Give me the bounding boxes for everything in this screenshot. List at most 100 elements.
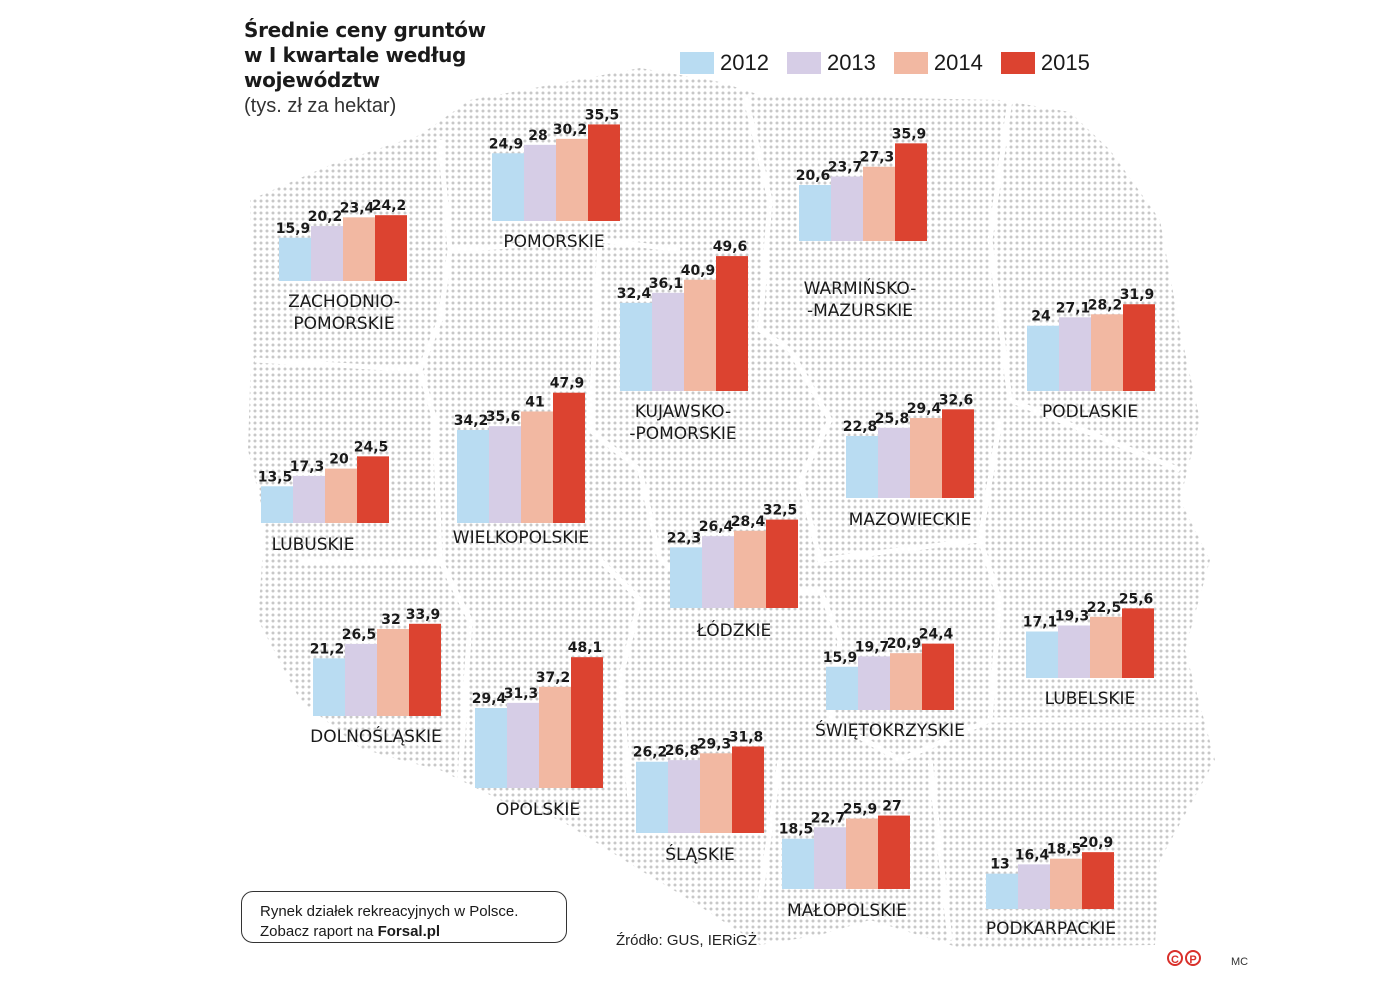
region-8-name-line-0: ŁÓDZKIE: [696, 619, 772, 641]
region-15-value-2015: 20,9: [1079, 835, 1114, 851]
legend-swatch-2015: [1000, 52, 1035, 74]
promo-line-1: Rynek działek rekreacyjnych w Polsce.: [260, 903, 519, 920]
region-7-name-line-0: MAZOWIECKIE: [849, 510, 972, 530]
legend-item-2014: 2014: [893, 50, 983, 76]
logo-p-icon: P: [1185, 950, 1201, 966]
region-13-bar-2013: [668, 760, 700, 833]
chart-title: Średnie ceny gruntów w I kwartale według…: [244, 18, 486, 119]
region-0-value-2014: 23,4: [340, 200, 375, 216]
region-3-bar-2013: [652, 292, 684, 391]
region-0-value-2015: 24,2: [372, 198, 407, 214]
chart-subtitle: (tys. zł za hektar): [244, 95, 397, 117]
region-6-name-line-0: LUBUSKIE: [272, 535, 355, 555]
title-line-3: województw: [244, 68, 380, 92]
region-11-value-2014: 22,5: [1087, 600, 1122, 616]
region-5-bar-2014: [521, 411, 553, 523]
region-6-bar-2013: [293, 475, 325, 523]
region-2-value-2015: 35,9: [892, 126, 927, 142]
region-13-bar-2014: [700, 753, 732, 833]
region-7-value-2015: 32,6: [939, 392, 974, 408]
region-6-bar-2014: [325, 468, 357, 523]
region-2-bar-2015: [895, 143, 927, 241]
region-10-bar-2015: [571, 657, 603, 788]
region-1-value-2015: 35,5: [585, 107, 620, 123]
region-9-value-2015: 33,9: [406, 607, 441, 623]
forsal-link[interactable]: Forsal.pl: [377, 923, 441, 940]
region-11-name-line-0: LUBELSKIE: [1045, 689, 1136, 709]
region-5-value-2012: 34,2: [454, 413, 489, 429]
region-15-bar-2014: [1050, 858, 1082, 909]
region-12-value-2012: 15,9: [823, 650, 858, 666]
region-1-bar-2012: [492, 153, 524, 221]
region-6-value-2014: 20: [329, 452, 349, 468]
region-9-value-2014: 32: [381, 612, 400, 628]
region-11-bar-2014: [1090, 616, 1122, 678]
region-14-value-2012: 18,5: [779, 822, 814, 838]
region-5-value-2014: 41: [525, 394, 544, 410]
region-14-value-2013: 22,7: [811, 810, 846, 826]
promo-prefix: Zobacz raport na: [260, 923, 378, 940]
region-4-bar-2015: [1123, 304, 1155, 391]
legend-item-2015: 2015: [1000, 50, 1090, 76]
promo-box[interactable]: Rynek działek rekreacyjnych w Polsce. Zo…: [241, 891, 567, 943]
region-10-value-2012: 29,4: [472, 691, 507, 707]
region-10-name-line-0: OPOLSKIE: [496, 800, 580, 820]
region-1-name-line-0: POMORSKIE: [503, 232, 604, 252]
region-12-bar-2015: [922, 643, 954, 710]
region-9-bar-2015: [409, 623, 441, 716]
region-5-value-2015: 47,9: [550, 376, 585, 392]
region-11-value-2012: 17,1: [1023, 614, 1058, 630]
region-2-bar-2012: [799, 184, 831, 241]
region-4-name-line-0: PODLASKIE: [1042, 402, 1138, 422]
region-0-name-line-0: ZACHODNIO-: [288, 292, 400, 312]
region-6-bar-2012: [261, 486, 293, 523]
region-5-name-line-0: WIELKOPOLSKIE: [453, 528, 589, 548]
region-9-value-2013: 26,5: [342, 627, 377, 643]
region-13-value-2013: 26,8: [665, 743, 700, 759]
region-8-value-2014: 28,4: [731, 514, 766, 530]
region-12-bar-2013: [858, 656, 890, 710]
region-4-value-2013: 27,1: [1056, 300, 1091, 316]
legend-item-2013: 2013: [786, 50, 876, 76]
region-2-bar-2014: [863, 166, 895, 241]
region-1-value-2014: 30,2: [553, 122, 588, 138]
bars-layer: 15,9 20,223,424,2 ZACHODNIO- POMORSKIE 24,9 2…: [258, 107, 1155, 939]
region-4-bar-2012: [1027, 325, 1059, 391]
region-4-bar-2014: [1091, 314, 1123, 391]
region-9-bar-2012: [313, 658, 345, 716]
source-note: Źródło: GUS, IERiGŻ: [616, 932, 757, 949]
region-15-bar-2015: [1082, 852, 1114, 909]
region-4-bar-2013: [1059, 317, 1091, 391]
region-15-bar-2013: [1018, 864, 1050, 909]
region-5-value-2013: 35,6: [486, 409, 521, 425]
region-4-value-2014: 28,2: [1088, 297, 1123, 313]
legend-swatch-2014: [893, 52, 928, 74]
region-15-bar-2012: [986, 873, 1018, 909]
region-7-bar-2012: [846, 435, 878, 498]
region-8-value-2015: 32,5: [763, 503, 798, 519]
region-12-name-line-0: ŚWIĘTOKRZYSKIE: [815, 719, 965, 741]
region-0-bar-2014: [343, 217, 375, 281]
region-9-name-line-0: DOLNOŚLĄSKIE: [310, 725, 442, 747]
region-8-bar-2012: [670, 547, 702, 608]
region-12-bar-2014: [890, 653, 922, 710]
region-6-bar-2015: [357, 456, 389, 523]
region-8-bar-2013: [702, 536, 734, 608]
region-14-value-2014: 25,9: [843, 802, 878, 818]
region-1-bar-2013: [524, 144, 556, 221]
region-10-value-2013: 31,3: [504, 686, 539, 702]
region-3-value-2015: 49,6: [713, 239, 748, 255]
region-0-value-2013: 20,2: [308, 209, 343, 225]
logo-c-icon: C: [1167, 950, 1183, 966]
region-15-name-line-0: PODKARPACKIE: [986, 919, 1116, 939]
region-8-bar-2014: [734, 530, 766, 608]
region-3-bar-2012: [620, 302, 652, 391]
region-1-bar-2015: [588, 124, 620, 221]
region-0-bar-2012: [279, 237, 311, 281]
region-10-bar-2014: [539, 686, 571, 788]
region-2-value-2014: 27,3: [860, 150, 895, 166]
region-11-bar-2012: [1026, 631, 1058, 678]
region-1-value-2012: 24,9: [489, 136, 524, 152]
region-2-value-2012: 20,6: [796, 168, 831, 184]
region-14-value-2015: 27: [882, 799, 901, 815]
